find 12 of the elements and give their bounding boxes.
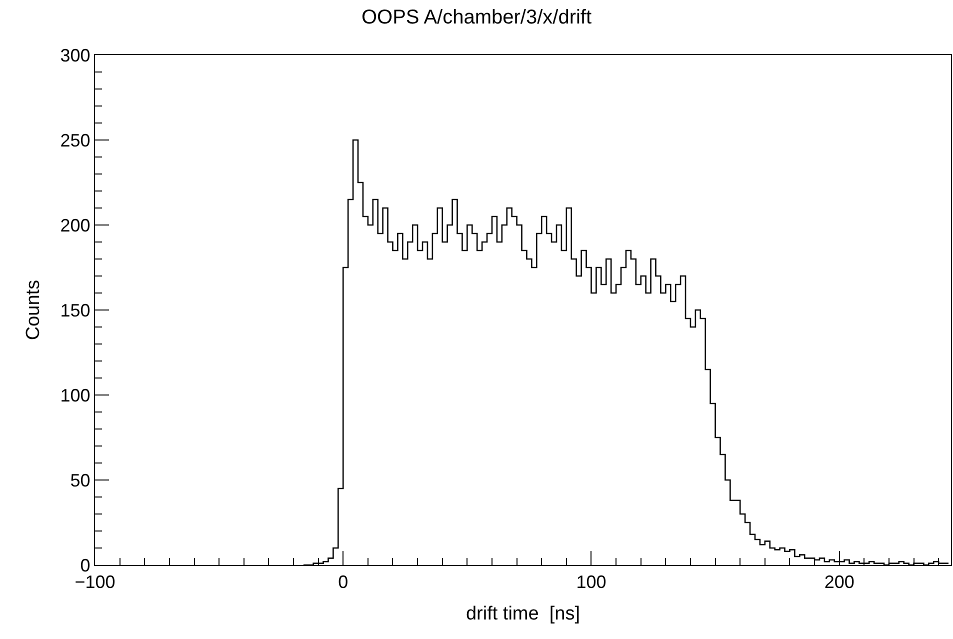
chart-title: OOPS A/chamber/3/x/drift <box>361 6 592 29</box>
y-tick-label: 50 <box>70 470 90 490</box>
y-tick-label: 150 <box>60 300 90 320</box>
x-tick-label: 0 <box>338 572 348 592</box>
y-tick-label: 300 <box>60 45 90 66</box>
x-axis-title: drift time [ns] <box>466 604 580 625</box>
y-axis-title: Counts <box>23 280 44 340</box>
y-tick-label: 250 <box>60 130 90 150</box>
y-tick-label: 200 <box>60 215 90 236</box>
x-tick-label: 200 <box>824 572 854 592</box>
y-tick-label: 100 <box>60 385 90 406</box>
x-tick-label: 100 <box>576 572 606 592</box>
